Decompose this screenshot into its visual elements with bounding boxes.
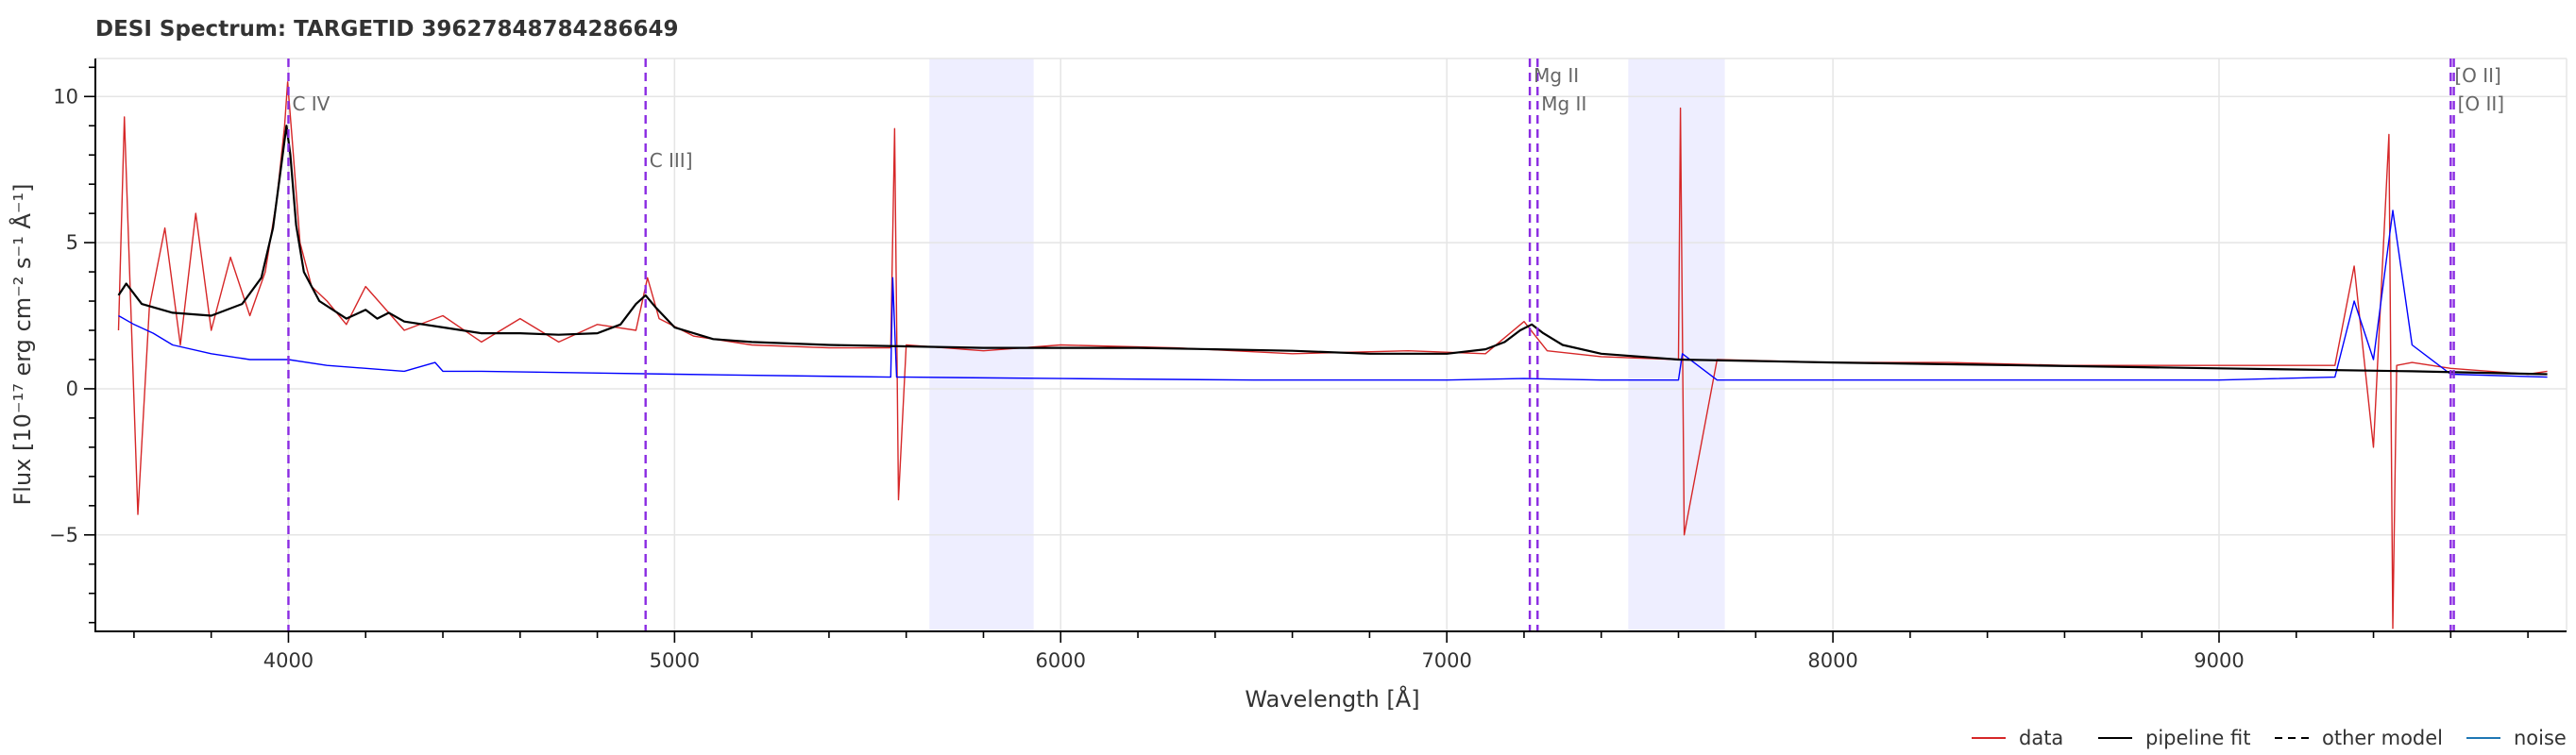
masked-region-2 [1628,59,1725,631]
legend-label-other-model: other model [2322,727,2443,749]
x-tick-label-3: 6000 [1036,649,1086,672]
y-tick-label-4: 10 [53,85,78,108]
plot-area: C IV C III] Mg II Mg II [O II] [O II] 4000 5000… [49,58,2568,672]
y-axis-label: Flux [10⁻¹⁷ erg cm⁻² s⁻¹ Å⁻¹] [8,183,36,505]
legend-label-pipeline-fit: pipeline fit [2145,727,2250,749]
x-tick-label-1: 4000 [263,649,314,672]
y-tick-label-1: −5 [49,524,78,546]
x-tick-label-6: 9000 [2194,649,2244,672]
legend: data pipeline fit other model noise [1972,727,2567,749]
emission-line-label-1: C IV [292,92,330,115]
emission-line-label-5: [O II] [2454,64,2501,87]
emission-line-label-4: Mg II [1541,92,1586,115]
x-tick-label-4: 7000 [1421,649,1471,672]
series-line-data [117,81,2548,629]
series-line-noise [118,210,2548,381]
legend-label-noise: noise [2514,727,2567,749]
series-line-pipeline-fit [117,125,2548,376]
emission-line-label-6: [O II] [2458,92,2505,115]
legend-label-data: data [2019,727,2063,749]
y-tick-label-2: 0 [66,378,78,400]
emission-line-label-3: Mg II [1534,64,1579,87]
x-tick-label-2: 5000 [650,649,700,672]
masked-region-1 [929,59,1034,631]
x-axis-label: Wavelength [Å] [1245,685,1419,713]
chart-title: DESI Spectrum: TARGETID 3962784878428664… [95,17,679,42]
y-tick-label-3: 5 [66,231,78,254]
emission-line-label-2: C III] [650,149,693,172]
x-tick-label-5: 8000 [1807,649,1857,672]
